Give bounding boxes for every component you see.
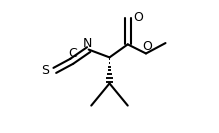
Text: O: O xyxy=(142,40,152,53)
Text: O: O xyxy=(133,11,143,24)
Text: S: S xyxy=(41,64,49,77)
Text: C: C xyxy=(69,47,77,60)
Text: N: N xyxy=(83,37,92,50)
